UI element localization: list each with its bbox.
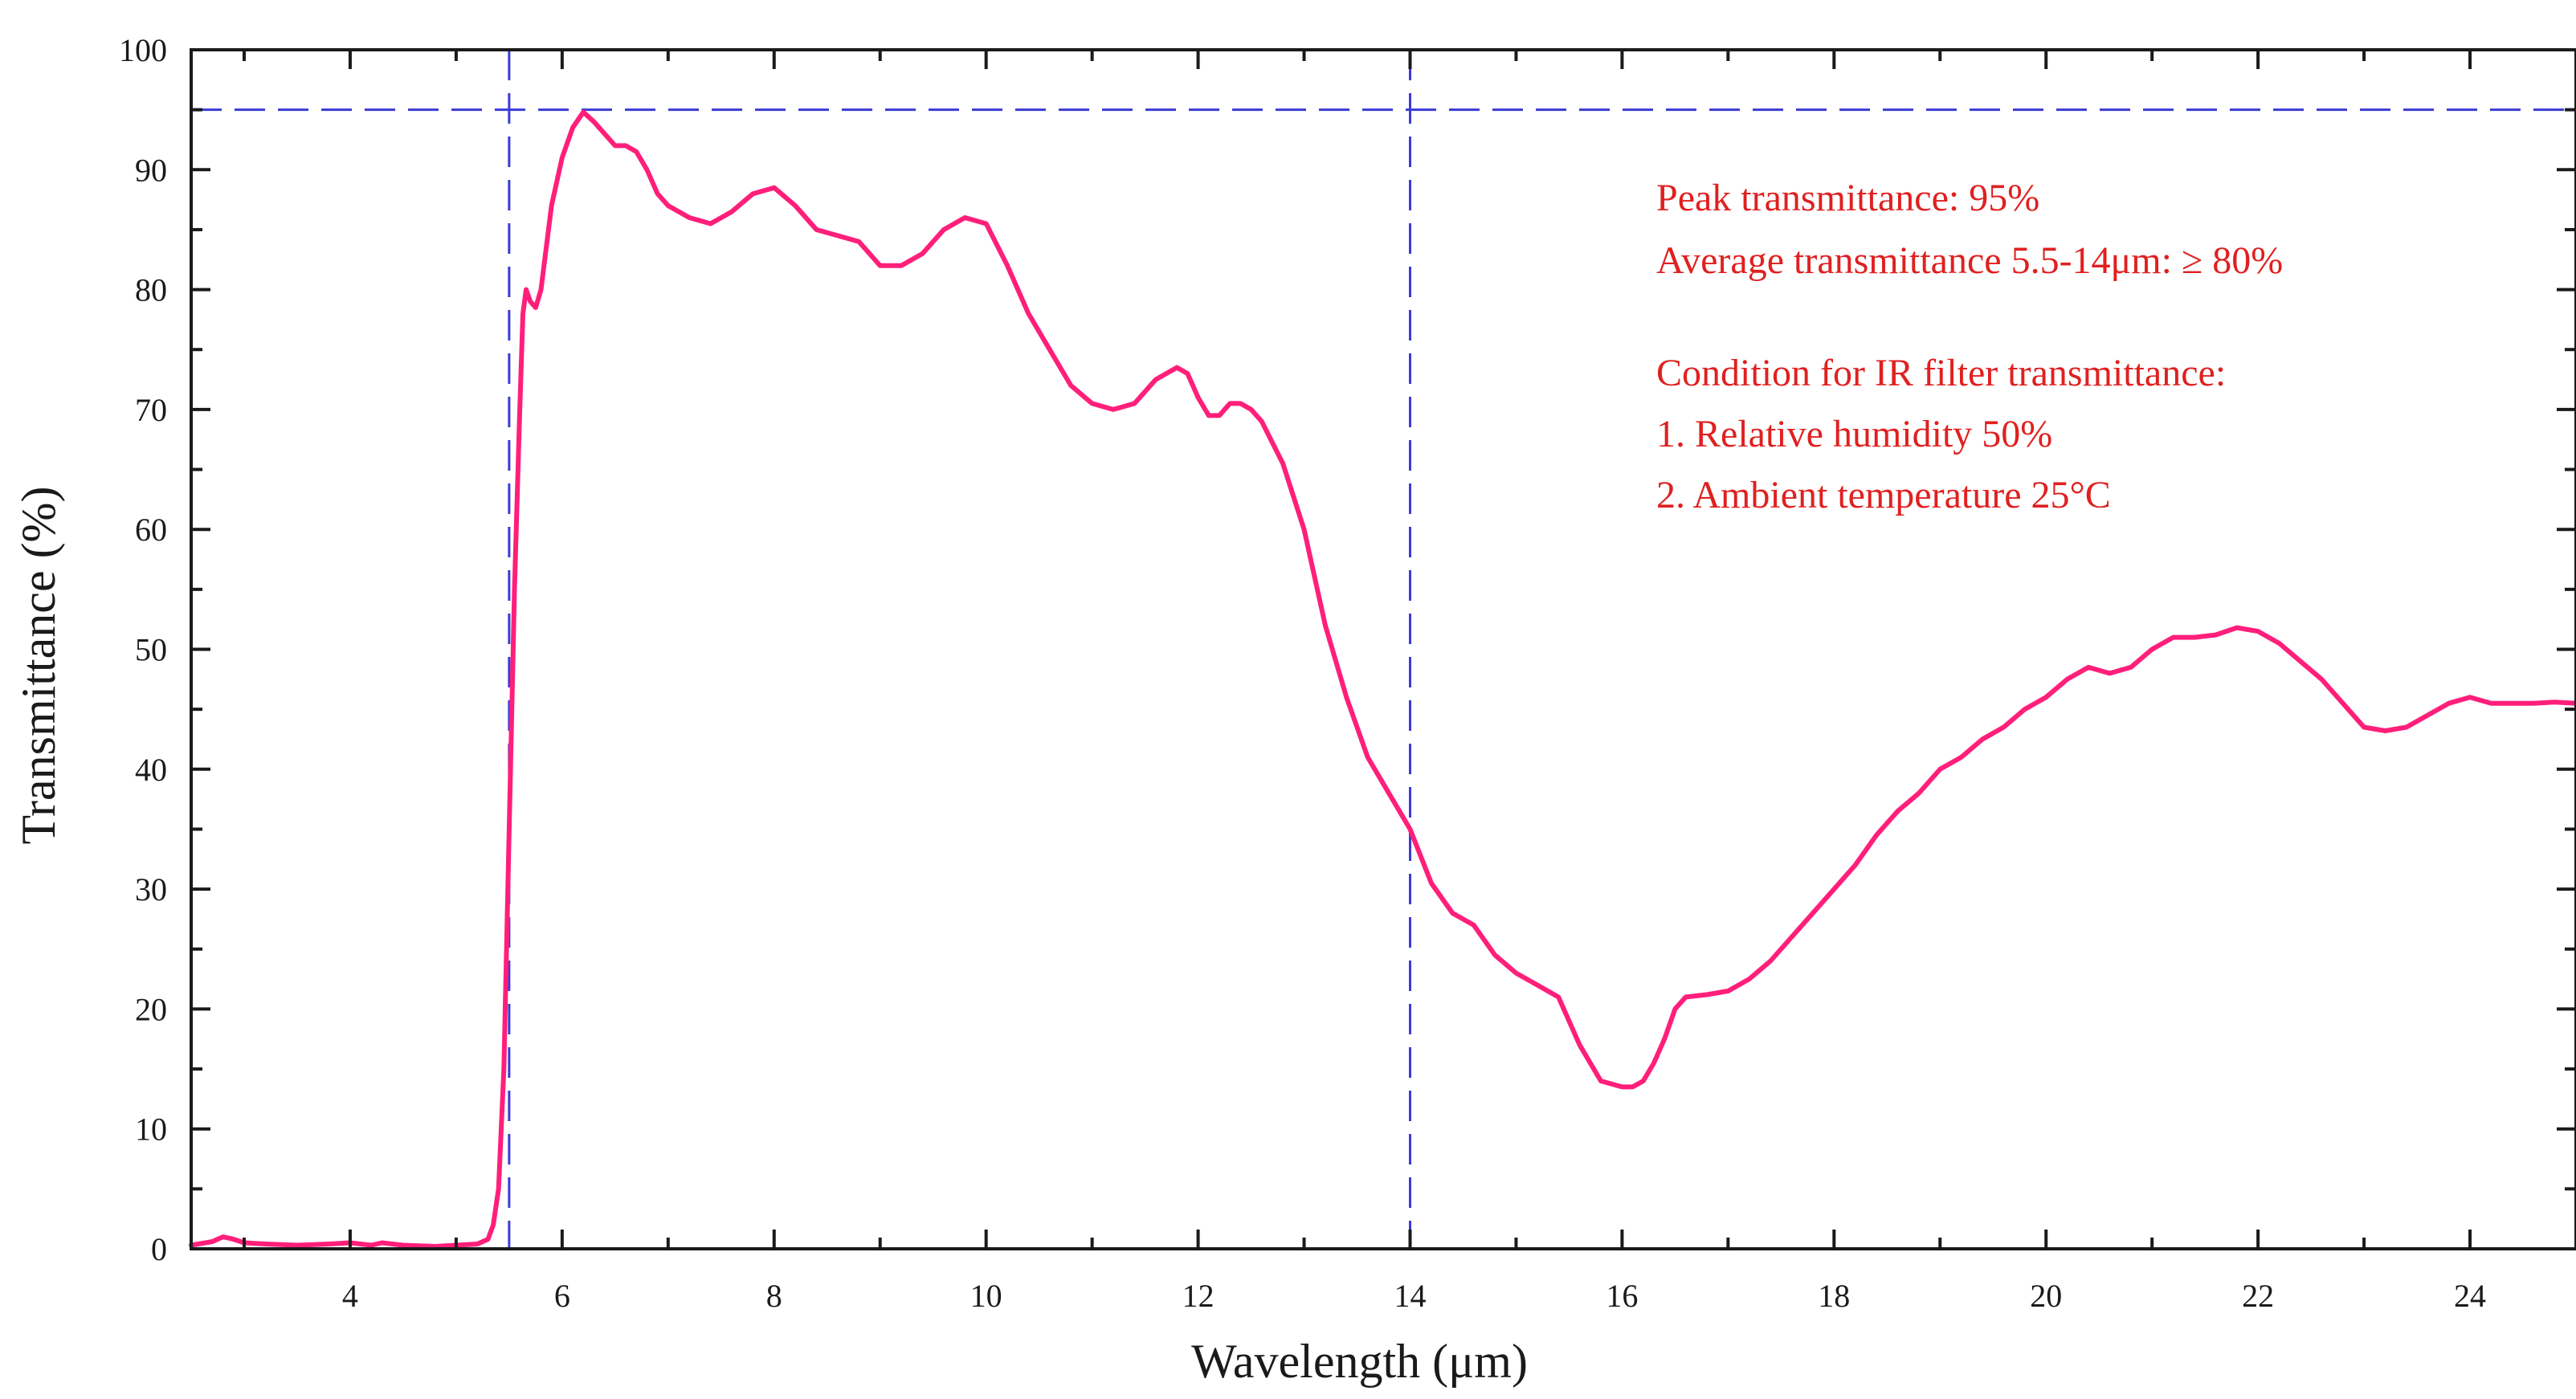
y-tick-label: 30 bbox=[135, 871, 167, 908]
annotation-condition-temperature: 2. Ambient temperature 25°C bbox=[1656, 474, 2111, 516]
x-tick-label: 18 bbox=[1818, 1278, 1850, 1314]
x-tick-label: 14 bbox=[1394, 1278, 1426, 1314]
annotation-block: Peak transmittance: 95% Average transmit… bbox=[1656, 177, 2283, 516]
x-tick-label: 6 bbox=[554, 1278, 570, 1314]
y-tick-label: 0 bbox=[151, 1231, 167, 1267]
y-tick-label: 20 bbox=[135, 991, 167, 1027]
y-tick-label: 100 bbox=[119, 32, 167, 68]
x-tick-label: 24 bbox=[2454, 1278, 2486, 1314]
x-tick-label: 10 bbox=[970, 1278, 1002, 1314]
x-tick-label: 4 bbox=[342, 1278, 358, 1314]
x-tick-label: 8 bbox=[766, 1278, 782, 1314]
series-layer bbox=[189, 109, 2576, 1249]
annotation-peak-transmittance: Peak transmittance: 95% bbox=[1656, 177, 2039, 219]
series-line-0 bbox=[189, 109, 2576, 1249]
x-tick-label: 16 bbox=[1606, 1278, 1638, 1314]
y-tick-label: 50 bbox=[135, 632, 167, 668]
y-tick-label: 70 bbox=[135, 392, 167, 428]
annotation-condition-humidity: 1. Relative humidity 50% bbox=[1656, 413, 2052, 455]
x-tick-label: 22 bbox=[2242, 1278, 2274, 1314]
y-tick-label: 90 bbox=[135, 152, 167, 188]
y-axis-ticks: 0 10 20 30 40 50 60 70 80 90 100 bbox=[119, 32, 2576, 1267]
annotation-condition-heading: Condition for IR filter transmittance: bbox=[1656, 352, 2226, 394]
x-axis-ticks: 4 6 8 10 12 14 16 18 20 22 24 bbox=[242, 50, 2576, 1314]
annotation-average-transmittance: Average transmittance 5.5-14μm: ≥ 80% bbox=[1656, 239, 2283, 282]
reference-lines bbox=[191, 50, 2576, 1249]
y-tick-label: 60 bbox=[135, 512, 167, 548]
y-axis-title: Transmittance (%) bbox=[12, 486, 65, 844]
y-tick-label: 80 bbox=[135, 272, 167, 308]
y-tick-label: 10 bbox=[135, 1111, 167, 1148]
x-axis-title: Wavelength (μm) bbox=[1191, 1335, 1528, 1388]
x-tick-label: 12 bbox=[1182, 1278, 1215, 1314]
x-tick-label: 20 bbox=[2030, 1278, 2062, 1314]
y-tick-label: 40 bbox=[135, 752, 167, 788]
